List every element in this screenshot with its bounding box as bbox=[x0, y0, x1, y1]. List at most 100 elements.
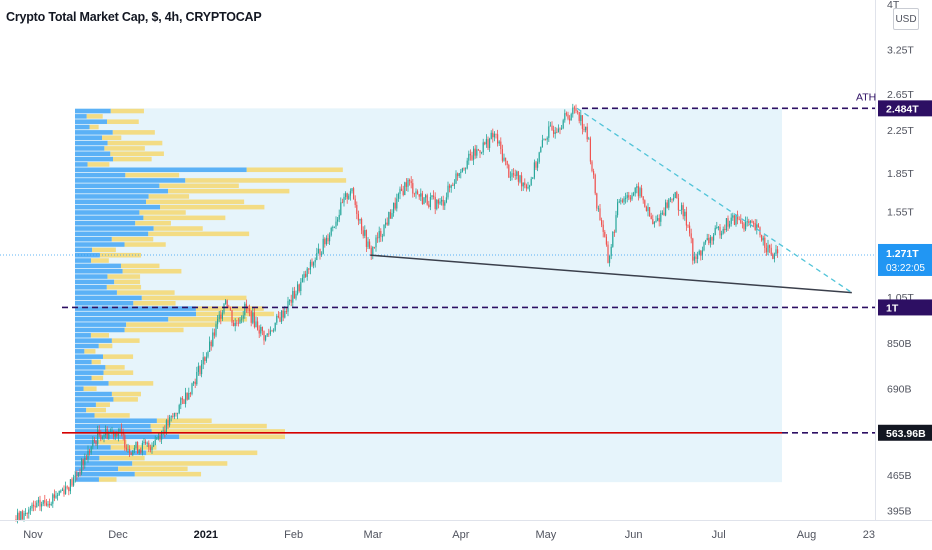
candle-body bbox=[97, 429, 99, 444]
candle-body bbox=[716, 227, 718, 228]
candle-body bbox=[113, 430, 115, 437]
candle-body bbox=[685, 211, 687, 226]
candle-body bbox=[565, 113, 567, 115]
time-axis-tick: Mar bbox=[364, 529, 383, 541]
candle-body bbox=[605, 236, 607, 245]
candle-body bbox=[732, 215, 734, 218]
candle-body bbox=[730, 217, 732, 224]
volume-profile-bar-down bbox=[111, 236, 154, 242]
candle-body bbox=[111, 430, 113, 432]
candle-body bbox=[324, 238, 326, 245]
candle-body bbox=[655, 220, 657, 222]
candle-body bbox=[657, 218, 659, 221]
candle-body bbox=[329, 235, 331, 242]
volume-profile-bar-down bbox=[106, 284, 142, 290]
volume-profile-bar-down bbox=[148, 231, 250, 237]
candle-body bbox=[505, 157, 507, 161]
volume-profile-bar-up bbox=[75, 151, 111, 157]
volume-profile-bar-up bbox=[75, 135, 103, 140]
candle-body bbox=[431, 195, 433, 198]
candle-body bbox=[157, 435, 159, 439]
volume-profile-bar-up bbox=[75, 295, 142, 301]
candle-body bbox=[343, 196, 345, 203]
candle-body bbox=[741, 222, 743, 224]
volume-profile-bar-up bbox=[75, 455, 100, 461]
candle-body bbox=[201, 364, 203, 375]
candle-body bbox=[660, 213, 662, 222]
currency-button[interactable]: USD bbox=[893, 8, 919, 30]
volume-profile-bar-up bbox=[75, 338, 112, 343]
volume-profile-bar-down bbox=[150, 423, 267, 429]
volume-profile-bar-up bbox=[75, 354, 104, 359]
candle-body bbox=[145, 441, 147, 444]
candle-body bbox=[351, 188, 353, 192]
candle-body bbox=[290, 299, 292, 303]
candle-body bbox=[549, 125, 551, 127]
candle-body bbox=[281, 310, 283, 322]
candle-body bbox=[557, 128, 559, 133]
candle-body bbox=[68, 487, 70, 492]
candle-body bbox=[501, 149, 503, 161]
candle-body bbox=[772, 254, 774, 259]
candle-body bbox=[285, 311, 287, 312]
candle-body bbox=[119, 428, 121, 432]
volume-profile-bar-up bbox=[75, 231, 149, 237]
candle-body bbox=[66, 486, 68, 488]
candle-body bbox=[609, 256, 611, 263]
candle-body bbox=[130, 453, 132, 455]
candle-body bbox=[418, 194, 420, 197]
candle-body bbox=[594, 174, 596, 194]
candle-body bbox=[135, 441, 137, 448]
candle-body bbox=[274, 322, 276, 331]
candle-body bbox=[727, 218, 729, 227]
candle-body bbox=[101, 436, 103, 440]
candle-body bbox=[269, 330, 271, 334]
candle-body bbox=[556, 132, 558, 133]
candle-body bbox=[746, 221, 748, 223]
candle-body bbox=[495, 133, 497, 135]
candle-body bbox=[282, 310, 284, 318]
volume-profile-bar-down bbox=[99, 455, 145, 461]
candle-body bbox=[276, 315, 278, 323]
candle-body bbox=[258, 329, 260, 334]
candle-body bbox=[178, 405, 180, 413]
candle-body bbox=[172, 416, 174, 417]
candle-body bbox=[513, 173, 515, 175]
candle-body bbox=[506, 160, 508, 165]
candle-body bbox=[301, 278, 303, 282]
candle-body bbox=[679, 210, 681, 211]
volume-profile-bar-down bbox=[103, 370, 134, 375]
candle-body bbox=[231, 310, 233, 323]
candle-body bbox=[700, 250, 702, 256]
candle-body bbox=[153, 445, 155, 447]
candle-body bbox=[124, 435, 126, 448]
candle-body bbox=[474, 148, 476, 156]
countdown-label: 03:22:05 bbox=[886, 263, 925, 274]
candle-body bbox=[697, 254, 699, 259]
candle-body bbox=[434, 196, 436, 210]
candle-body bbox=[674, 192, 676, 199]
candle-body bbox=[162, 430, 164, 432]
candle-body bbox=[690, 233, 692, 239]
candle-body bbox=[569, 118, 571, 121]
volume-profile-bar-down bbox=[118, 466, 188, 472]
candle-body bbox=[332, 226, 334, 228]
candle-body bbox=[425, 195, 427, 198]
candle-body bbox=[769, 245, 771, 248]
candle-body bbox=[76, 475, 78, 477]
candle-body bbox=[186, 392, 188, 400]
candle-body bbox=[533, 162, 535, 178]
candle-body bbox=[308, 268, 310, 270]
candle-body bbox=[361, 218, 363, 231]
candle-body bbox=[617, 202, 619, 216]
candle-body bbox=[116, 431, 118, 436]
candle-body bbox=[65, 486, 67, 495]
candle-body bbox=[194, 381, 196, 385]
candle-body bbox=[738, 219, 740, 221]
volume-profile-bar-down bbox=[151, 429, 285, 434]
candle-body bbox=[589, 138, 591, 162]
candle-body bbox=[28, 509, 30, 514]
candle-body bbox=[439, 201, 441, 204]
time-axis-tick: Dec bbox=[108, 529, 128, 541]
